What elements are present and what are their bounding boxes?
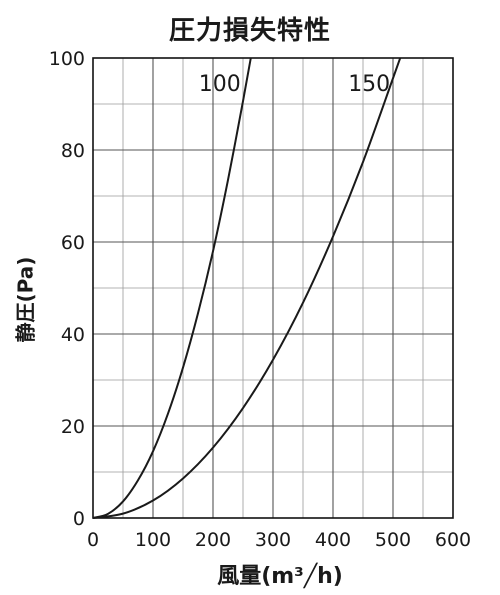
series-label-100: 100 — [199, 72, 241, 97]
x-tick-label: 500 — [375, 529, 411, 551]
x-tick-label: 600 — [435, 529, 471, 551]
x-tick-label: 300 — [255, 529, 291, 551]
y-tick-label: 0 — [73, 508, 85, 530]
x-tick-label: 100 — [135, 529, 171, 551]
series-label-150: 150 — [348, 72, 390, 97]
chart-title: 圧力損失特性 — [168, 16, 331, 46]
data-curves — [92, 57, 402, 519]
x-tick-labels: 0 100 200 300 400 500 600 — [87, 529, 471, 551]
y-tick-label: 20 — [61, 416, 85, 438]
series-curve-150 — [92, 57, 402, 519]
y-tick-labels: 0 20 40 60 80 100 — [49, 48, 85, 530]
series-curve-100 — [92, 57, 252, 519]
y-tick-label: 60 — [61, 232, 85, 254]
y-tick-label: 100 — [49, 48, 85, 70]
curve-labels: 100 150 — [199, 72, 390, 97]
major-gridlines — [93, 58, 453, 518]
x-tick-label: 0 — [87, 529, 99, 551]
y-tick-label: 40 — [61, 324, 85, 346]
y-tick-label: 80 — [61, 140, 85, 162]
plot-frame — [92, 57, 454, 519]
x-tick-label: 400 — [315, 529, 351, 551]
x-tick-label: 200 — [195, 529, 231, 551]
x-axis-label: 風量(m³╱h) — [217, 564, 343, 589]
